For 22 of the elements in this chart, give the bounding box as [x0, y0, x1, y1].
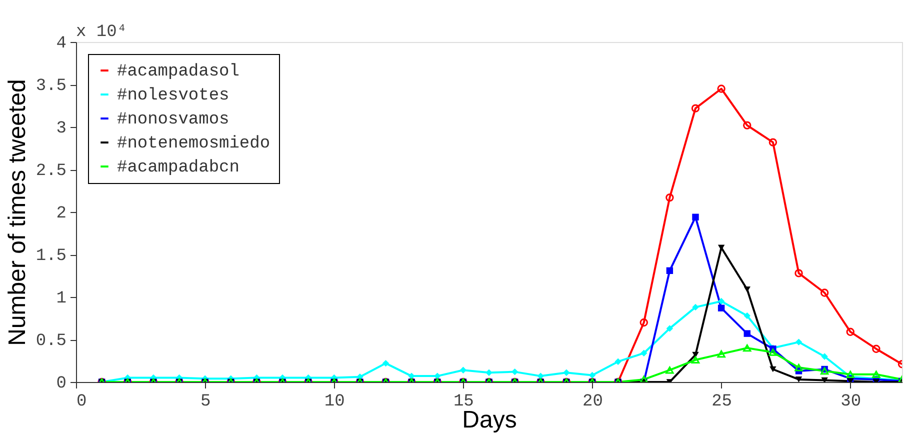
y-tick-label: 2 [56, 204, 66, 224]
y-tick-label: 1.5 [36, 247, 66, 266]
x-tick-label: 20 [582, 392, 603, 412]
y-tick-label: 4 [56, 34, 66, 54]
x-tick-label: 25 [712, 392, 732, 412]
y-tick-label: 3 [56, 120, 66, 138]
y-tick-label: 0 [56, 374, 66, 394]
x-tick-label: 5 [200, 392, 211, 412]
y-tick-label: 2.5 [36, 162, 66, 181]
legend-label: #nolesvotes [117, 86, 230, 106]
x-tick-label: 10 [324, 392, 345, 412]
legend-label: #acampadabcn [117, 158, 240, 178]
y-tick-label: 3.5 [36, 77, 66, 96]
x-tick-label: 0 [76, 392, 87, 412]
legend-label: #notenemosmiedo [117, 134, 270, 154]
text: x 10⁴ [76, 23, 128, 42]
legend-label: #acampadasol [117, 62, 240, 82]
y-tick-label: 0.5 [36, 332, 66, 351]
y-axis-title: Number of times tweeted [4, 79, 31, 346]
legend-label: #nonosvamos [117, 110, 230, 130]
x-tick-label: 30 [840, 392, 862, 412]
y-tick-label: 1 [56, 290, 66, 308]
